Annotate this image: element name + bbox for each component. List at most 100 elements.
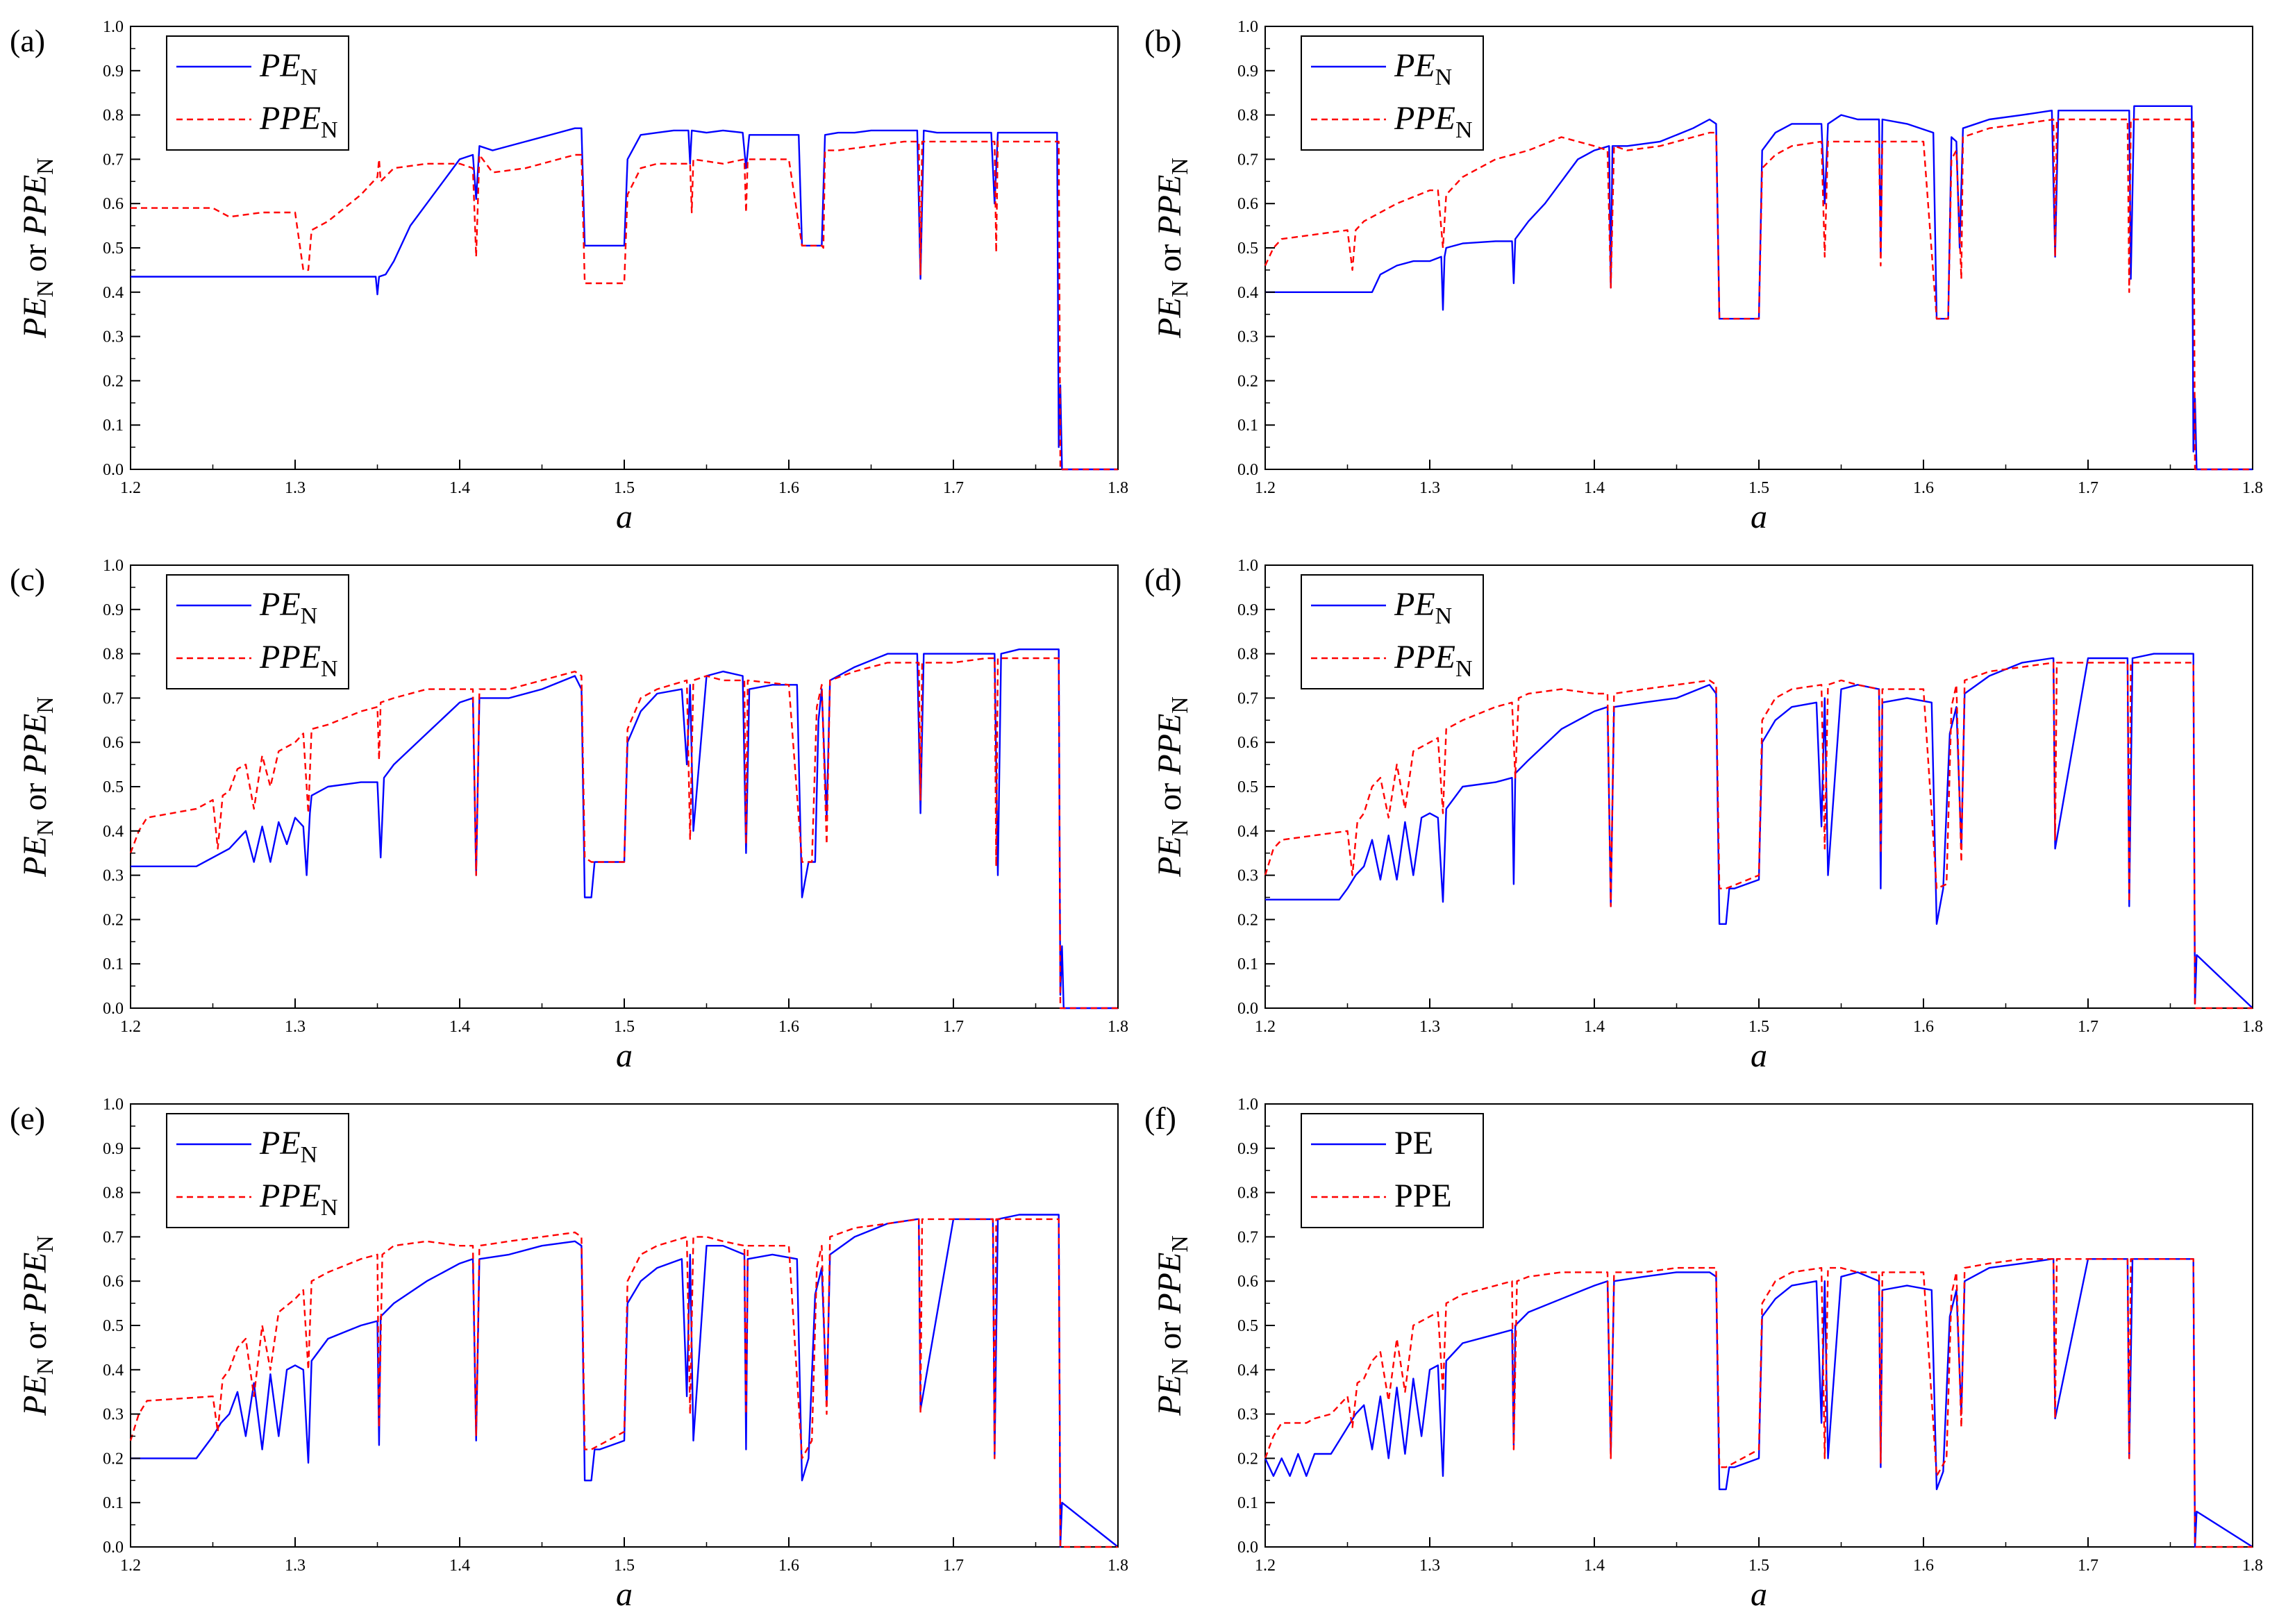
y-tick-label: 0.1: [1237, 955, 1258, 973]
x-tick-label: 1.2: [1255, 1018, 1276, 1036]
x-tick-label: 1.8: [2242, 1557, 2263, 1575]
x-tick-label: 1.5: [614, 1018, 635, 1036]
legend-label-sub: N: [1435, 65, 1453, 90]
x-tick-label: 1.5: [1748, 1018, 1769, 1036]
y-tick-label: 0.0: [1237, 1000, 1258, 1018]
y-tick-label: 1.0: [103, 1096, 124, 1114]
series-line-ppe: [129, 1218, 1118, 1548]
legend-box: [1301, 35, 1484, 151]
chart-panel-d: 1.2 1.3 1.4 1.5 1.6 1.7 1.8 0.0 0.1 0.2 0.3 0.4 0.5 0…: [1144, 557, 2263, 1074]
x-tick-label: 1.8: [1108, 479, 1128, 497]
y-axis-title-part: N: [1167, 1358, 1193, 1375]
y-tick-label: 0.5: [103, 240, 124, 258]
x-tick-label: 1.5: [614, 1557, 635, 1575]
legend-label-ppe: PPEN: [259, 100, 338, 143]
y-tick-label: 1.0: [1237, 18, 1258, 36]
y-tick-label: 0.4: [1237, 284, 1258, 302]
x-tick-label: 1.4: [449, 479, 470, 497]
series-line-ppe: [1264, 662, 2253, 1010]
y-tick-label: 0.3: [103, 328, 124, 346]
series-line-ppe: [131, 140, 1118, 471]
series-line-ppe: [1264, 118, 2253, 471]
legend-label-main: PE: [259, 47, 301, 84]
legend-label-ppe: PPEN: [1394, 100, 1473, 143]
y-axis-title: PEN or PPEN: [17, 696, 58, 878]
y-tick-label: 0.7: [103, 689, 124, 708]
legend-box: [1301, 574, 1484, 689]
legend-label-sub: N: [1455, 656, 1473, 682]
series-line-ppe: [129, 657, 1118, 1010]
y-tick-label: 0.4: [1237, 823, 1258, 841]
y-axis-title-part: or: [17, 1314, 53, 1358]
x-tick-label: 1.3: [1419, 1018, 1440, 1036]
x-tick-label: 1.6: [1913, 479, 1934, 497]
x-tick-label: 1.6: [778, 479, 799, 497]
legend-box: [166, 1113, 349, 1228]
x-tick-label: 1.2: [120, 1018, 141, 1036]
x-tick-label: 1.6: [1913, 1557, 1934, 1575]
y-tick-label: 0.8: [103, 646, 124, 664]
y-axis-title-part: N: [1167, 281, 1193, 298]
x-tick-label: 1.2: [120, 1557, 141, 1575]
series-line-ppe: [1264, 1258, 2253, 1548]
x-tick-label: 1.6: [778, 1018, 799, 1036]
legend-label-sub: N: [321, 117, 338, 143]
legend-label-sub: N: [321, 656, 338, 682]
legend-label-main: PE: [259, 586, 301, 623]
y-axis-title-part: PPE: [1151, 175, 1188, 237]
y-tick-label: 0.8: [1237, 1184, 1258, 1203]
legend-label-main: PE: [1394, 47, 1435, 84]
x-tick-label: 1.7: [943, 479, 964, 497]
x-tick-label: 1.3: [285, 1018, 306, 1036]
chart-panel-e: 1.2 1.3 1.4 1.5 1.6 1.7 1.8 0.0 0.1 0.2 0.3 0.4 0.5 0…: [10, 1096, 1128, 1613]
y-tick-label: 0.7: [1237, 689, 1258, 708]
y-tick-label: 0.0: [1237, 1539, 1258, 1557]
chart-panel-a: 1.2 1.3 1.4 1.5 1.6 1.7 1.8 0.0 0.1 0.2 0.3 0.4 0.5 0…: [10, 18, 1128, 535]
y-tick-label: 0.9: [1237, 601, 1258, 619]
x-tick-label: 1.5: [614, 479, 635, 497]
legend-label-main: PE: [1394, 1125, 1433, 1162]
legend-label-main: PE: [259, 1125, 301, 1162]
y-axis-title-part: or: [17, 236, 53, 281]
legend-box: [166, 574, 349, 689]
y-tick-label: 0.3: [1237, 867, 1258, 885]
x-tick-label: 1.8: [1108, 1018, 1128, 1036]
series-line-pe: [1265, 653, 2253, 1009]
y-axis-title: PEN or PPEN: [17, 158, 58, 339]
y-tick-label: 0.9: [103, 62, 124, 81]
y-tick-label: 0.4: [103, 284, 124, 302]
y-axis-title-part: PE: [1151, 1375, 1188, 1416]
panel-label: (d): [1144, 562, 1182, 597]
y-axis-title-part: or: [1151, 1314, 1188, 1358]
x-tick-label: 1.7: [943, 1557, 964, 1575]
legend-label-main: PPE: [259, 639, 321, 676]
y-tick-label: 0.1: [1237, 417, 1258, 435]
panel-label: (a): [10, 23, 45, 58]
y-tick-label: 0.8: [1237, 107, 1258, 125]
legend-label-sub: N: [1455, 117, 1473, 143]
legend-label-pe: PEN: [259, 586, 317, 629]
y-axis-title-part: N: [1167, 1235, 1193, 1253]
y-axis-title-part: PE: [1151, 297, 1188, 339]
legend-label-sub: N: [301, 65, 318, 90]
chart-panel-b: 1.2 1.3 1.4 1.5 1.6 1.7 1.8 0.0 0.1 0.2 0.3 0.4 0.5 0…: [1144, 18, 2263, 535]
x-tick-label: 1.4: [449, 1018, 470, 1036]
y-tick-label: 0.9: [103, 1140, 124, 1158]
panel-label: (c): [10, 562, 45, 597]
x-tick-label: 1.6: [1913, 1018, 1934, 1036]
legend: PE PPE: [1301, 1113, 1484, 1228]
y-tick-label: 0.3: [103, 1406, 124, 1424]
x-axis-title: a: [616, 1576, 633, 1613]
series-line-pe: [1264, 1258, 2253, 1548]
legend-label-main: PPE: [1394, 639, 1455, 676]
y-tick-label: 0.6: [1237, 734, 1258, 752]
y-tick-label: 0.5: [103, 778, 124, 796]
y-axis-title-part: PPE: [17, 714, 53, 776]
series-line-pe: [131, 127, 1118, 471]
y-axis-title-part: N: [33, 281, 58, 298]
y-axis-title-part: N: [33, 696, 58, 714]
